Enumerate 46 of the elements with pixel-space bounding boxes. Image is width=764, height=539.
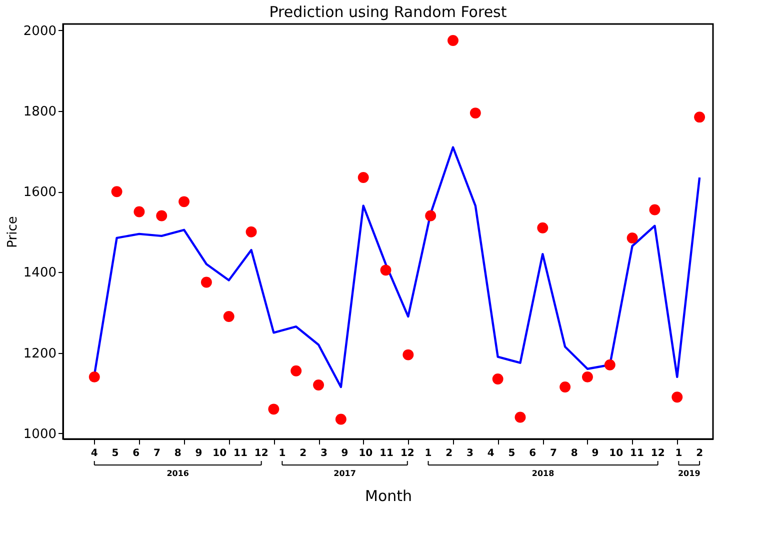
point bbox=[582, 371, 593, 382]
point bbox=[313, 380, 324, 390]
text: 2018 bbox=[532, 469, 555, 478]
y-tick-label: 1200 bbox=[23, 346, 56, 362]
text: 4 5 6 7 8 9 10 11 bbox=[90, 448, 248, 459]
y-tick-label: 1000 bbox=[23, 426, 56, 442]
point bbox=[537, 222, 548, 234]
text: 1 2 bbox=[675, 448, 704, 459]
point bbox=[380, 264, 392, 276]
point bbox=[335, 414, 346, 425]
point bbox=[178, 196, 190, 208]
point bbox=[649, 204, 660, 216]
point bbox=[223, 311, 234, 322]
point bbox=[626, 232, 638, 244]
point bbox=[514, 412, 526, 423]
text: 2017 bbox=[334, 469, 356, 478]
text: 1 2 3 9 10 11 12 bbox=[278, 448, 414, 459]
point bbox=[246, 226, 257, 238]
text: 2019 bbox=[678, 469, 701, 478]
point bbox=[604, 359, 616, 370]
point bbox=[156, 210, 168, 222]
text: 1 2 3 4 5 6 7 8 9 10 11 12 bbox=[424, 448, 665, 459]
point bbox=[268, 404, 280, 415]
point bbox=[492, 374, 504, 384]
y-tick-label: 1600 bbox=[23, 185, 56, 200]
text: 2016 bbox=[166, 469, 190, 478]
point bbox=[402, 349, 414, 360]
point bbox=[560, 382, 571, 392]
point bbox=[672, 392, 683, 403]
y-tick-label: 1400 bbox=[23, 266, 56, 281]
point bbox=[694, 112, 706, 123]
point bbox=[134, 206, 145, 218]
point bbox=[358, 172, 369, 183]
point bbox=[448, 35, 458, 46]
point bbox=[290, 365, 302, 376]
text: 12 bbox=[254, 448, 268, 459]
chart-title: Prediction using Random Forest bbox=[269, 3, 507, 21]
y-axis-title: Price bbox=[5, 216, 20, 248]
point bbox=[470, 108, 481, 119]
point bbox=[111, 186, 122, 198]
x-axis-title: Month bbox=[364, 487, 412, 505]
y-tick-label: 2000 bbox=[23, 24, 56, 39]
point bbox=[425, 210, 436, 222]
y-tick-label: 1800 bbox=[23, 104, 56, 120]
point bbox=[200, 276, 212, 288]
point bbox=[88, 371, 100, 382]
